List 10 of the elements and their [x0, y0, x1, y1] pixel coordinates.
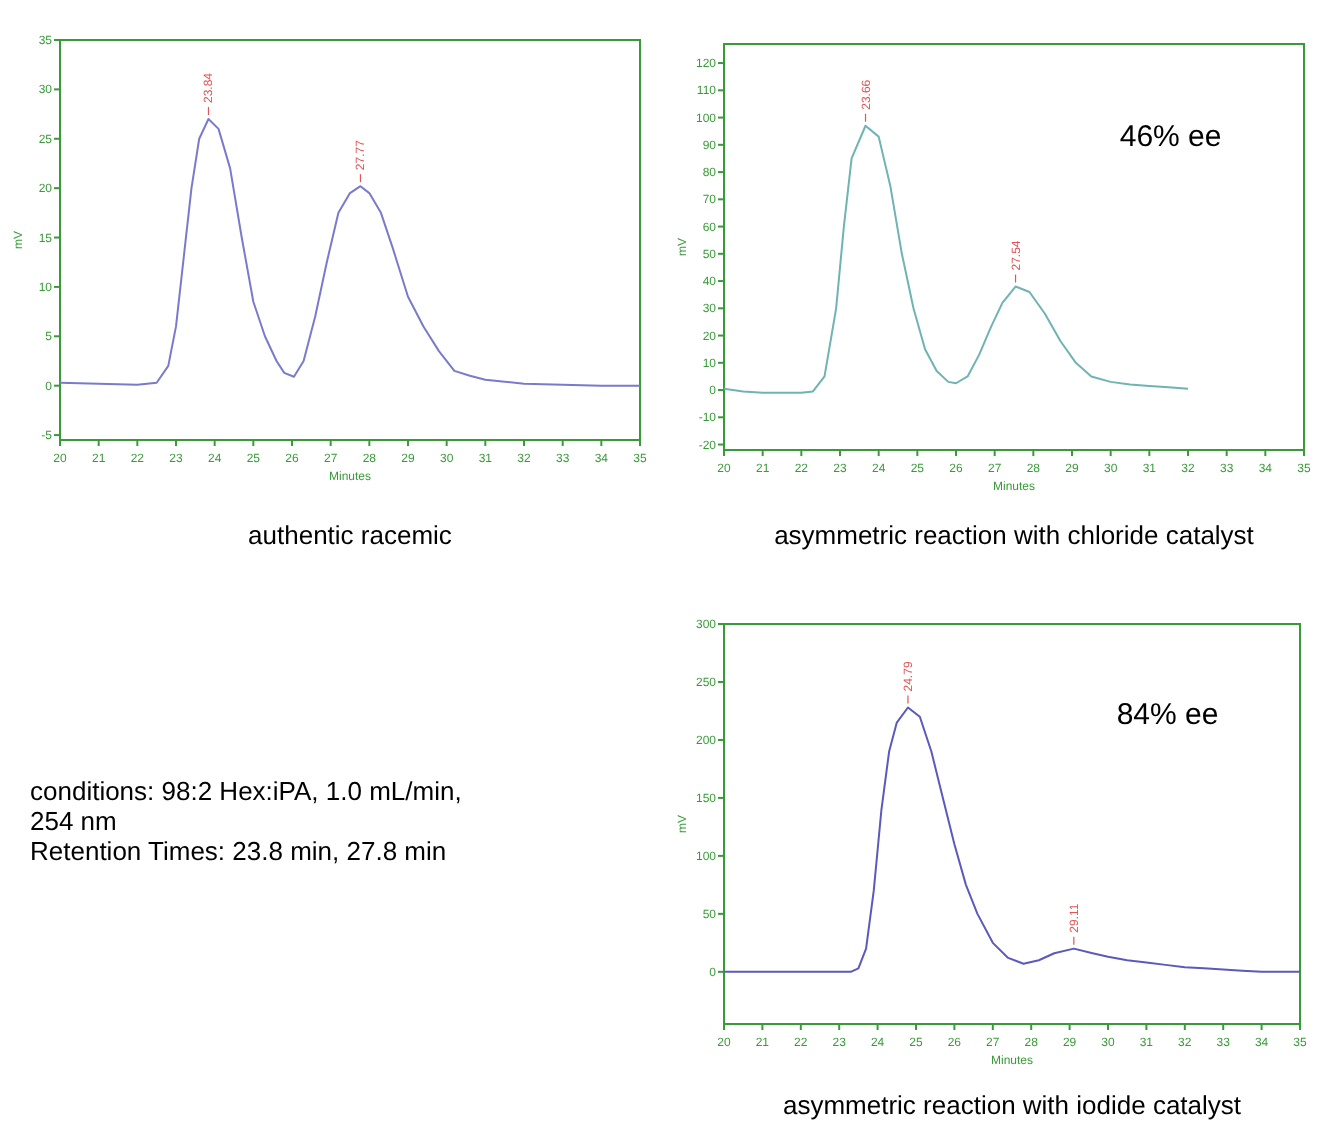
- text: asymmetric reaction with chloride catalyst: [774, 520, 1255, 550]
- text: Retention Times: 23.8 min, 27.8 min: [30, 836, 447, 866]
- annotation: 46% ee: [1119, 119, 1222, 154]
- line-series: [723, 124, 1189, 394]
- line-series: [59, 118, 641, 387]
- annotation: 84% ee: [1116, 698, 1219, 732]
- text: asymmetric reaction with iodide catalyst: [782, 1090, 1242, 1120]
- line-series: [723, 706, 1301, 973]
- text: authentic racemic: [248, 520, 453, 550]
- text: conditions: 98:2 Hex:iPA, 1.0 mL/min, 254 nm: [30, 776, 462, 836]
